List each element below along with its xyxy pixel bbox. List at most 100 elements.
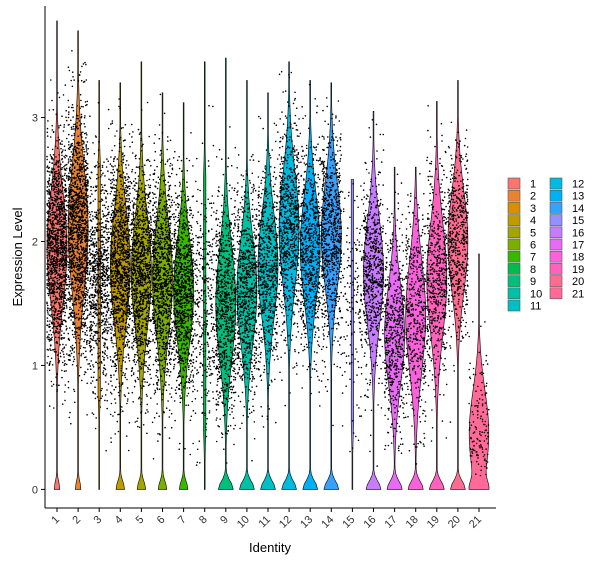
data-point: [85, 221, 88, 223]
data-point: [101, 279, 104, 282]
data-point: [93, 347, 95, 349]
data-point: [55, 297, 58, 299]
data-point: [65, 305, 68, 307]
data-point: [49, 136, 52, 138]
data-point: [84, 280, 86, 283]
data-point: [51, 336, 53, 339]
data-point: [64, 264, 67, 266]
data-point: [126, 229, 129, 232]
data-point: [61, 369, 63, 372]
data-point: [71, 177, 73, 179]
data-point: [123, 233, 125, 235]
data-point: [48, 323, 51, 326]
data-point: [98, 312, 101, 315]
data-point: [106, 241, 109, 243]
data-point: [47, 204, 49, 207]
data-point: [101, 298, 104, 301]
data-point: [85, 132, 87, 134]
data-point: [62, 310, 65, 313]
data-point: [61, 241, 63, 244]
data-point: [122, 266, 125, 268]
data-point: [80, 155, 83, 158]
data-point: [125, 356, 127, 358]
data-point: [56, 267, 58, 269]
data-point: [79, 188, 82, 191]
data-point: [81, 229, 83, 232]
data-point: [68, 172, 70, 174]
data-point: [92, 335, 95, 338]
data-point: [61, 376, 63, 379]
data-point: [50, 172, 52, 174]
data-point: [120, 325, 122, 328]
data-point: [91, 231, 94, 233]
data-point: [118, 336, 121, 339]
data-point: [113, 288, 116, 291]
data-point: [99, 176, 102, 178]
data-point: [80, 220, 83, 222]
data-point: [90, 304, 92, 307]
data-point: [81, 338, 83, 340]
data-point: [94, 271, 96, 274]
data-point: [73, 275, 76, 278]
data-point: [62, 292, 65, 295]
data-point: [72, 264, 75, 266]
data-point: [113, 342, 115, 345]
data-point: [106, 326, 108, 329]
data-point: [51, 99, 53, 102]
data-point: [93, 246, 96, 248]
data-point: [87, 212, 89, 215]
data-point: [86, 382, 88, 385]
data-point: [94, 397, 97, 400]
data-point: [60, 287, 62, 289]
data-point: [110, 380, 112, 383]
data-point: [58, 173, 60, 175]
data-point: [116, 194, 118, 197]
data-point: [80, 292, 83, 294]
data-point: [122, 338, 124, 341]
data-point: [71, 235, 74, 237]
data-point: [63, 211, 65, 213]
data-point: [127, 353, 129, 356]
data-point: [61, 202, 63, 204]
data-point: [84, 193, 87, 195]
data-point: [113, 309, 116, 311]
data-point: [71, 278, 73, 280]
data-point: [109, 413, 112, 416]
data-point: [128, 187, 131, 190]
data-point: [113, 236, 116, 238]
data-point: [97, 161, 99, 163]
data-point: [59, 124, 62, 127]
violin-11: [257, 92, 279, 490]
data-point: [75, 302, 77, 304]
data-point: [108, 231, 110, 233]
data-point: [113, 179, 115, 182]
data-point: [53, 260, 55, 262]
data-point: [89, 177, 92, 180]
data-point: [65, 222, 67, 224]
data-point: [126, 195, 128, 197]
data-point: [64, 216, 66, 218]
data-point: [94, 291, 97, 294]
data-point: [77, 177, 80, 180]
data-point: [85, 63, 87, 66]
data-point: [51, 207, 54, 210]
data-point: [112, 218, 114, 220]
data-point: [114, 165, 116, 167]
data-point: [65, 219, 68, 222]
data-point: [82, 209, 84, 211]
data-point: [86, 134, 88, 136]
jitter-points-layer: [46, 50, 490, 477]
data-point: [128, 295, 131, 298]
data-point: [110, 332, 112, 335]
data-point: [106, 158, 108, 160]
data-point: [120, 238, 122, 240]
data-point: [74, 191, 76, 193]
data-point: [57, 332, 59, 335]
data-point: [121, 199, 124, 201]
data-point: [111, 298, 113, 301]
data-point: [83, 262, 85, 265]
data-point: [112, 230, 114, 232]
data-point: [103, 293, 105, 296]
data-point: [79, 305, 82, 307]
data-point: [46, 282, 48, 285]
